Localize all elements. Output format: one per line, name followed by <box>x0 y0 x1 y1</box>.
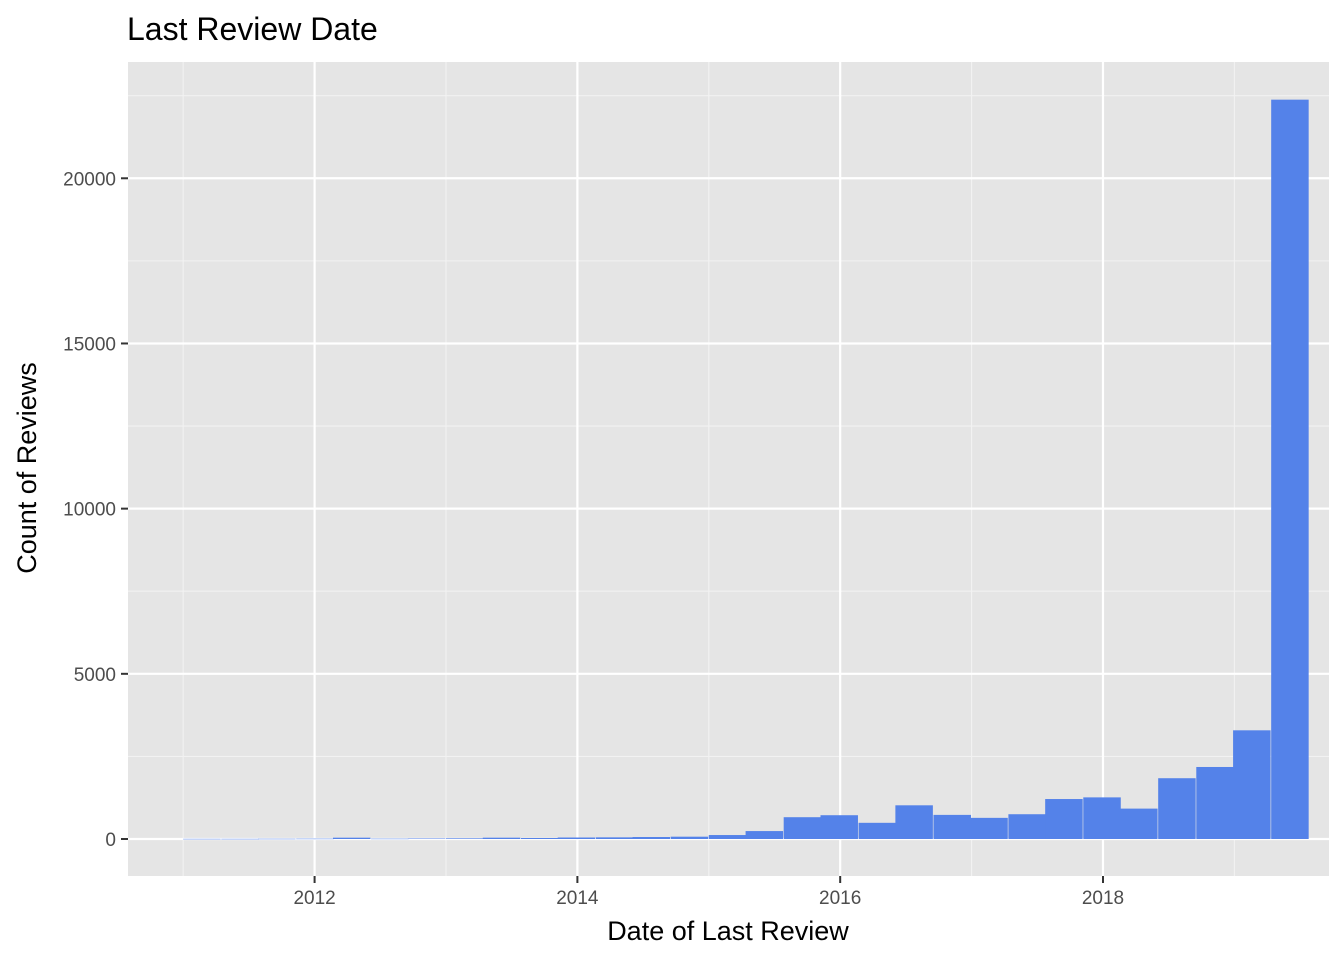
x-tick-label: 2018 <box>1082 888 1124 909</box>
histogram-bar <box>895 805 933 839</box>
histogram-bar <box>595 837 634 839</box>
histogram-bar <box>1271 99 1309 840</box>
histogram-bar <box>482 837 521 839</box>
x-tick-label: 2014 <box>556 888 599 909</box>
histogram-bar <box>332 837 371 839</box>
histogram-bar <box>1233 730 1271 839</box>
chart-title: Last Review Date <box>127 11 378 47</box>
histogram-bar <box>708 835 747 839</box>
histogram-bar <box>1196 766 1234 839</box>
histogram-bar <box>670 836 709 839</box>
histogram-bar <box>296 838 334 840</box>
y-tick-label: 15000 <box>63 334 116 355</box>
x-tick-label: 2012 <box>293 888 335 909</box>
y-axis-title: Count of Reviews <box>12 362 42 574</box>
histogram-bar <box>221 838 259 840</box>
histogram-bar <box>632 837 671 839</box>
histogram-bar <box>183 838 221 840</box>
y-tick-label: 10000 <box>63 500 116 521</box>
histogram-bar <box>933 814 971 839</box>
x-axis-title: Date of Last Review <box>607 916 849 946</box>
histogram-bar <box>520 838 559 839</box>
histogram-bar <box>1120 808 1158 839</box>
histogram-bar <box>1158 778 1196 839</box>
y-axis-tick-labels: 0 5000 10000 15000 20000 <box>63 169 116 851</box>
x-tick-label: 2016 <box>819 888 861 909</box>
axis-ticks <box>121 177 1104 883</box>
histogram-bar <box>820 815 858 839</box>
histogram-bar <box>445 838 484 839</box>
histogram-bar <box>970 817 1008 839</box>
histogram-bar <box>557 837 596 839</box>
histogram-bar <box>371 838 409 840</box>
histogram-bar <box>1083 797 1121 839</box>
histogram-bar <box>258 838 296 840</box>
histogram-bar <box>1008 814 1046 839</box>
y-tick-label: 5000 <box>74 665 116 686</box>
x-axis-tick-labels: 2012 2014 2016 2018 <box>293 888 1124 909</box>
histogram-bar <box>783 817 822 839</box>
histogram-bar <box>745 831 784 839</box>
histogram-bar <box>407 838 446 840</box>
y-tick-label: 0 <box>105 830 116 851</box>
plot-panel <box>128 62 1329 876</box>
y-tick-label: 20000 <box>63 169 116 190</box>
histogram-bar <box>1045 799 1083 839</box>
histogram-bar <box>858 822 897 839</box>
histogram-bars <box>183 99 1309 840</box>
